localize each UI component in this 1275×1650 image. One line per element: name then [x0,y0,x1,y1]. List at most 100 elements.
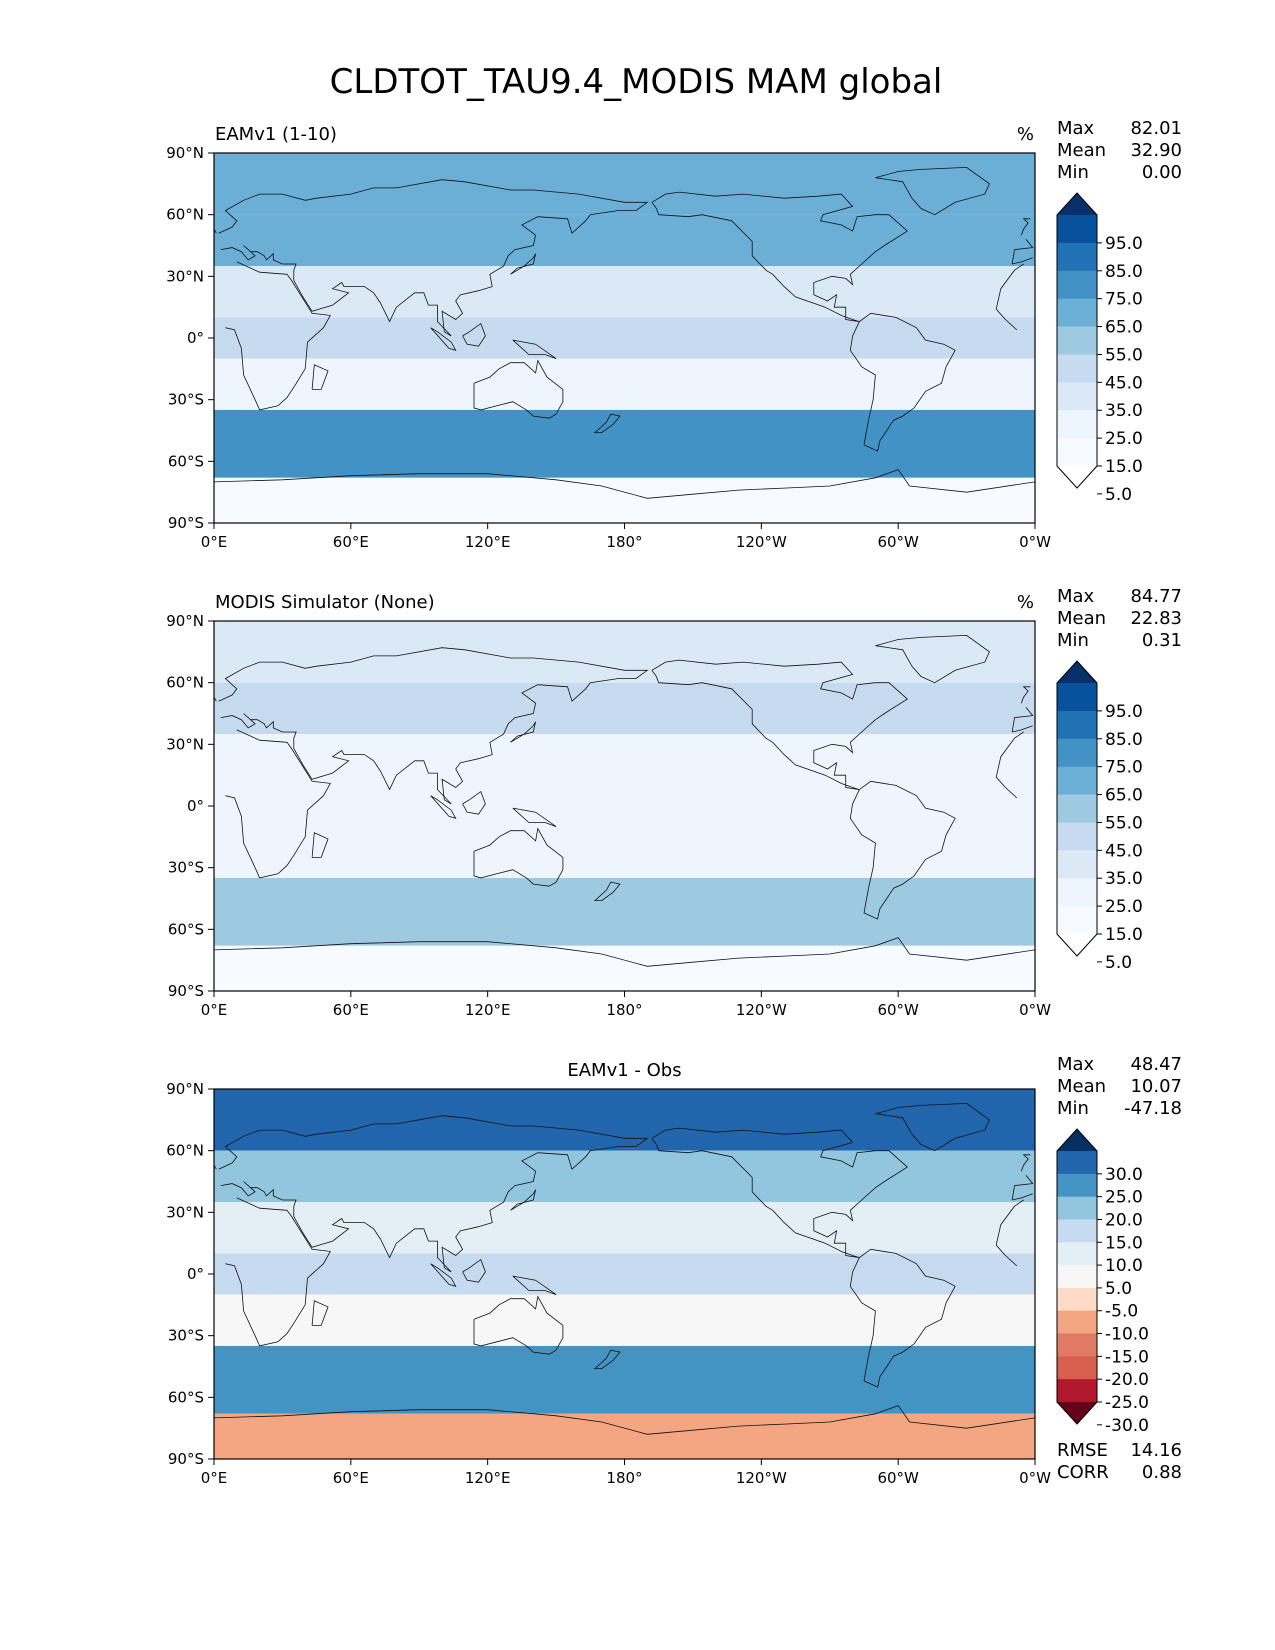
coastline [593,1349,621,1369]
zone-band [214,409,1035,478]
zone-band [214,1413,1035,1459]
colorbar-tick-label: 15.0 [1105,1233,1143,1253]
lat-tick-label: 30°S [168,391,204,409]
colorbar-segment [1057,438,1097,467]
colorbar-segment [1057,1219,1097,1243]
zone-band [214,477,1035,523]
panel-units: % [1017,124,1034,145]
lat-tick-label: 90°S [168,1450,204,1468]
lat-tick-label: 30°N [166,267,204,285]
stat-value: 22.83 [1130,608,1182,629]
coastline [995,1199,1024,1246]
metric-value: 0.88 [1142,1462,1182,1483]
coastline [311,1300,329,1326]
contour-fill [214,621,1035,991]
stat-label: Min [1057,162,1089,183]
lon-tick-label: 0°W [1019,1001,1051,1019]
coastline [849,312,956,452]
colorbar-segment [1057,1379,1097,1403]
lon-tick-label: 0°E [201,1469,228,1487]
zone-band [214,785,1035,827]
coastline [473,1295,564,1355]
colorbar-segment [1057,878,1097,907]
colorbar-segment [1057,822,1097,851]
colorbar-segment [1057,242,1097,272]
zone-band [214,1253,1035,1295]
coastline [1012,725,1033,733]
metric-label: CORR [1057,1462,1109,1483]
coastline [1012,257,1033,265]
zone-band [214,877,1035,946]
colorbar-segment [1057,1265,1097,1289]
coastline [995,776,1018,799]
zone-band [214,214,1035,267]
coastline [593,881,621,901]
zone-band [214,682,1035,735]
coastline [512,339,557,359]
colorbar-tick-label: 95.0 [1105,234,1143,254]
colorbar-segment [1057,683,1097,712]
coastline [651,191,908,322]
lat-tick-label: 30°N [166,735,204,753]
colorbar-tick-label: 25.0 [1105,897,1143,917]
colorbar-segment [1057,270,1097,300]
lon-tick-label: 120°E [465,1001,511,1019]
coastline [225,729,331,879]
coastline [1012,1193,1033,1201]
colorbar-tick-label: 65.0 [1105,318,1143,338]
zone-band [214,153,1035,215]
stat-label: Max [1057,1054,1095,1075]
coastline [512,1275,557,1295]
lat-tick-label: 30°N [166,1203,204,1221]
map-panel: 90°N 60°N 30°N 0° 30°S 60°S 90°S0°E 60°E 120°E 18… [166,586,1182,1019]
panel-title: EAMv1 - Obs [567,1060,681,1081]
coastline [1011,239,1034,265]
colorbar-tick-label: 5.0 [1105,485,1132,505]
zone-band [214,734,1035,786]
colorbar-extend-min [1057,466,1097,488]
stat-value: 84.77 [1130,586,1182,607]
stat-label: Mean [1057,608,1106,629]
coastline [473,359,564,419]
colorbar-tick-label: -15.0 [1105,1347,1149,1367]
coastline [875,166,990,216]
coastline [218,647,649,805]
colorbar-extend-max [1057,1129,1097,1151]
colorbar-tick-label: 45.0 [1105,841,1143,861]
coastlines [214,634,1035,967]
colorbar-tick-label: -5.0 [1105,1302,1138,1322]
coastline [218,179,649,337]
coastline [512,807,557,827]
lon-tick-label: 120°W [736,1001,787,1019]
zone-band [214,945,1035,991]
lat-tick-label: 60°S [168,452,204,470]
lon-tick-label: 180° [606,1001,642,1019]
coastline [430,795,457,819]
lon-tick-label: 60°E [333,1001,369,1019]
zone-band [214,826,1035,878]
colorbar: 30.0 25.020.0 15.0 10.0 5.0 -5.0 -10.0-15.0 -20… [1056,1128,1149,1436]
colorbar-segment [1057,1310,1097,1335]
lon-tick-label: 60°W [877,1001,919,1019]
colorbar-tick-label: 75.0 [1105,290,1143,310]
colorbar-segment [1057,1173,1097,1198]
colorbar-segment [1057,794,1097,824]
coastline [849,780,956,920]
colorbar-segment [1057,766,1097,796]
colorbar-segment [1057,710,1097,740]
coastline [430,1263,457,1287]
coastline [651,659,908,790]
stat-value: 0.00 [1142,162,1182,183]
colorbar-tick-label: 35.0 [1105,869,1143,889]
lat-tick-label: 0° [187,797,204,815]
lat-tick-label: 60°S [168,1388,204,1406]
colorbar-segment [1057,298,1097,328]
panel-title: EAMv1 (1-10) [215,124,337,145]
contour-fill [214,153,1035,523]
coastline [995,1244,1018,1267]
colorbar-tick-label: 35.0 [1105,401,1143,421]
coastline [311,364,329,390]
colorbar-tick-label: 5.0 [1105,1279,1132,1299]
coastline [225,261,331,411]
colorbar-segment [1057,1356,1097,1380]
